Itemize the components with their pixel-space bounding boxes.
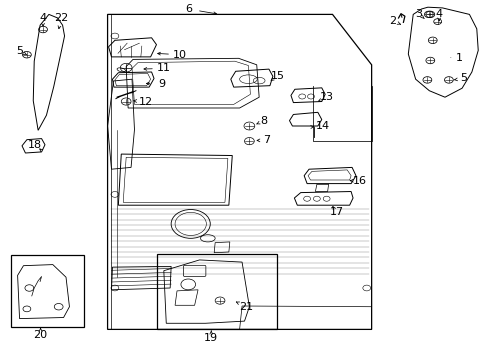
Text: 4: 4: [435, 9, 442, 19]
Text: 8: 8: [260, 116, 267, 126]
Text: 3: 3: [414, 9, 421, 19]
Bar: [11, 255, 84, 327]
Text: 6: 6: [184, 4, 191, 14]
Text: 15: 15: [270, 71, 284, 81]
Text: 14: 14: [315, 121, 329, 131]
Bar: [157, 254, 277, 329]
Text: 5: 5: [459, 73, 466, 84]
Text: 12: 12: [139, 96, 152, 107]
Text: 9: 9: [158, 78, 164, 89]
Text: 19: 19: [204, 333, 218, 343]
Text: 22: 22: [54, 13, 68, 23]
Text: 2: 2: [388, 16, 395, 26]
Text: 11: 11: [157, 63, 170, 73]
Text: 5: 5: [16, 46, 23, 56]
Text: 10: 10: [173, 50, 186, 60]
Text: 4: 4: [40, 13, 46, 23]
Text: 16: 16: [352, 176, 366, 186]
Text: 17: 17: [329, 207, 343, 217]
Text: 18: 18: [28, 140, 42, 150]
Text: 7: 7: [263, 135, 270, 145]
Text: 21: 21: [239, 302, 253, 312]
Text: 20: 20: [34, 330, 47, 340]
Text: 13: 13: [319, 92, 333, 102]
Text: 1: 1: [455, 53, 462, 63]
